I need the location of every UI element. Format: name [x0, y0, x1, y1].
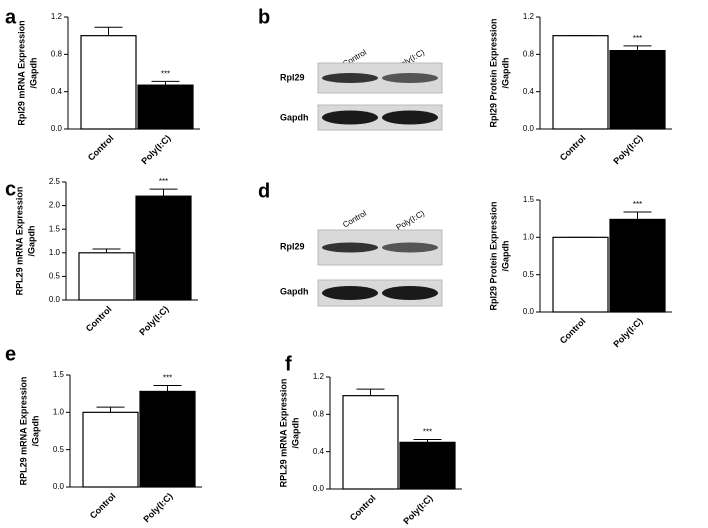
- y-tick-label: 1.0: [49, 248, 61, 257]
- y-tick-label: 0.8: [313, 409, 325, 418]
- panel-label: d: [258, 180, 270, 202]
- y-tick-label: 0.0: [523, 307, 535, 316]
- blot-band: [382, 110, 438, 125]
- y-tick-label: 1.5: [49, 224, 61, 233]
- y-tick-label: 1.5: [53, 370, 65, 379]
- y-axis-label: Rpl29 Protein Expression: [488, 201, 498, 310]
- bar: [135, 195, 192, 301]
- annotation: ***: [159, 177, 168, 186]
- blot-band: [322, 110, 378, 125]
- y-tick-label: 0.8: [51, 49, 63, 58]
- bar: [137, 84, 194, 130]
- y-tick-label: 0.0: [523, 124, 535, 133]
- band-label: Rpl29: [280, 241, 305, 251]
- y-tick-label: 0.0: [49, 295, 61, 304]
- y-tick-label: 1.0: [523, 232, 535, 241]
- x-tick-label: Control: [558, 133, 588, 163]
- blot-band: [322, 286, 378, 300]
- panel-label: a: [5, 6, 17, 28]
- y-tick-label: 0.4: [523, 87, 535, 96]
- lane-label: Control: [341, 209, 368, 230]
- y-tick-label: 1.2: [523, 12, 535, 21]
- bar: [139, 390, 196, 488]
- band-label: Rpl29: [280, 72, 305, 82]
- x-tick-label: Poly(I:C): [141, 491, 174, 524]
- blot-band: [382, 286, 438, 300]
- y-tick-label: 0.5: [53, 445, 65, 454]
- y-tick-label: 1.5: [523, 195, 535, 204]
- y-tick-label: 0.0: [53, 482, 65, 491]
- panel-label: f: [285, 353, 292, 375]
- y-axis-label: RPL29 mRNA Expression: [14, 187, 24, 296]
- y-tick-label: 0.0: [51, 124, 63, 133]
- y-tick-label: 0.4: [313, 447, 325, 456]
- annotation: ***: [633, 34, 642, 43]
- y-axis-label: /Gapdh: [28, 58, 38, 89]
- lane-label: Poly(I:C): [395, 209, 427, 233]
- bar: [82, 411, 139, 488]
- y-tick-label: 0.0: [313, 484, 325, 493]
- panel-label: b: [258, 6, 270, 28]
- bar: [609, 49, 666, 130]
- y-axis-label: Rpl29 mRNA Expression: [16, 20, 26, 125]
- x-tick-label: Control: [86, 133, 116, 163]
- x-tick-label: Control: [84, 304, 114, 334]
- bar: [342, 395, 399, 490]
- blot-band: [322, 73, 378, 83]
- blot-band: [382, 242, 438, 253]
- blot-band: [382, 73, 438, 83]
- x-tick-label: Poly(I:C): [139, 133, 172, 166]
- band-label: Gapdh: [280, 112, 309, 122]
- bar: [552, 236, 609, 313]
- bar: [80, 35, 137, 130]
- y-tick-label: 1.2: [313, 372, 325, 381]
- y-tick-label: 0.8: [523, 49, 535, 58]
- y-tick-label: 1.0: [53, 407, 65, 416]
- annotation: ***: [633, 200, 642, 209]
- x-tick-label: Poly(I:C): [611, 316, 644, 349]
- y-axis-label: RPL29 mRNA Expression: [278, 379, 288, 488]
- x-tick-label: Poly(I:C): [611, 133, 644, 166]
- x-tick-label: Poly(I:C): [137, 304, 170, 337]
- bar: [609, 218, 666, 313]
- x-tick-label: Control: [348, 493, 378, 523]
- x-tick-label: Control: [558, 316, 588, 346]
- y-axis-label: Rpl29 Protein Expression: [488, 18, 498, 127]
- x-tick-label: Control: [88, 491, 118, 521]
- y-tick-label: 1.2: [51, 12, 63, 21]
- annotation: ***: [163, 374, 172, 383]
- y-tick-label: 2.0: [49, 201, 61, 210]
- blot-band: [322, 242, 378, 253]
- y-axis-label: RPL29 mRNA Expression: [18, 377, 28, 486]
- band-label: Gapdh: [280, 286, 309, 296]
- y-axis-label: /Gapdh: [26, 226, 36, 257]
- bar: [552, 35, 609, 130]
- bar: [78, 252, 135, 301]
- annotation: ***: [161, 70, 170, 79]
- y-axis-label: /Gapdh: [290, 418, 300, 449]
- panel-label: c: [5, 178, 16, 200]
- y-axis-label: /Gapdh: [500, 241, 510, 272]
- x-tick-label: Poly(I:C): [401, 493, 434, 526]
- y-tick-label: 2.5: [49, 177, 61, 186]
- panel-label: e: [5, 343, 16, 365]
- y-axis-label: /Gapdh: [500, 58, 510, 89]
- y-tick-label: 0.5: [49, 272, 61, 281]
- y-tick-label: 0.4: [51, 87, 63, 96]
- y-tick-label: 0.5: [523, 270, 535, 279]
- bar: [399, 441, 456, 490]
- annotation: ***: [423, 428, 432, 437]
- y-axis-label: /Gapdh: [30, 416, 40, 447]
